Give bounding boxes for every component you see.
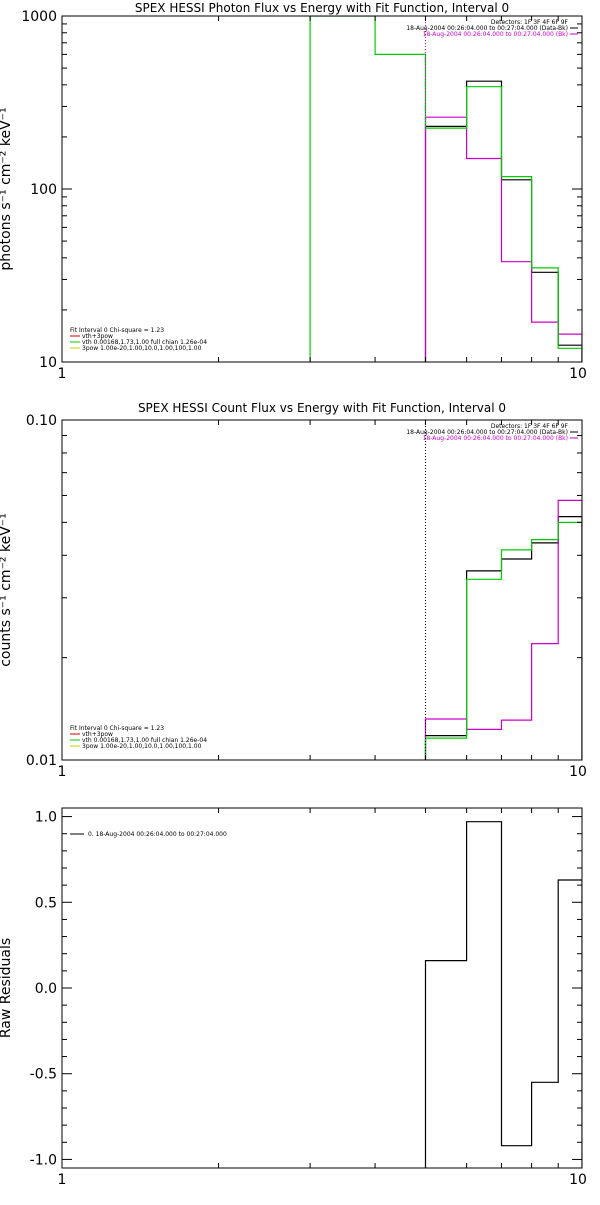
info-line: Detectors: 1F 3F 4F 6F 9F (491, 19, 569, 26)
plot-frame (61, 15, 583, 363)
chart-panel-1: SPEX HESSI Count Flux vs Energy with Fit… (0, 401, 587, 780)
series-1-line (424, 499, 582, 760)
y-tick-label: 0.10 (26, 413, 57, 429)
plot-area (309, 16, 582, 362)
y-axis-label: counts s⁻¹ cm⁻² keV⁻¹ (0, 513, 14, 667)
legend-entry: vth 0.00168,1.73,1.00 full chian 1.26e-0… (82, 339, 207, 346)
y-tick-label: -0.5 (30, 1067, 57, 1083)
legend-title: Fit Interval 0 Chi-square = 1.23 (70, 327, 164, 334)
y-axis-label: Raw Residuals (0, 938, 14, 1038)
info-line: 18-Aug-2004 00:26:04.000 to 00:27:04.000… (406, 25, 568, 32)
info-line: 18-Aug-2004 00:26:04.000 to 00:27:04.000… (423, 31, 568, 38)
x-tick-label: 10 (569, 366, 587, 382)
x-tick-label: 10 (569, 764, 587, 780)
legend-entry: vth 0.00168,1.73,1.00 full chian 1.26e-0… (82, 737, 207, 744)
info-line: 18-Aug-2004 00:26:04.000 to 00:27:04.000… (406, 429, 568, 436)
plot-area (424, 821, 582, 1168)
plot-frame (61, 419, 583, 761)
legend-title: Fit Interval 0 Chi-square = 1.23 (70, 725, 164, 732)
series-0-line (424, 516, 582, 760)
y-tick-label: 1000 (21, 9, 57, 25)
series-0-line (424, 821, 582, 1168)
y-tick-label: 10 (39, 355, 57, 371)
legend-entry: vth+3pow (82, 333, 113, 340)
x-tick-label: 1 (58, 1172, 67, 1188)
series-1-line (424, 116, 582, 362)
x-tick-label: 1 (58, 366, 67, 382)
legend-entry: 3pow 1.00e-20,1.00,10.0,1.00,100,1.00 (82, 345, 202, 352)
legend-entry: 0. 18-Aug-2004 00:26:04.000 to 00:27:04.… (88, 831, 227, 838)
x-tick-label: 10 (569, 1172, 587, 1188)
y-tick-label: 0.01 (26, 753, 57, 769)
series-2-line (309, 16, 582, 362)
y-tick-label: -1.0 (30, 1152, 57, 1168)
legend-entry: 3pow 1.00e-20,1.00,10.0,1.00,100,1.00 (82, 743, 202, 750)
y-tick-label: 0.5 (35, 895, 57, 911)
y-axis-label: photons s⁻¹ cm⁻² keV⁻¹ (0, 107, 14, 270)
info-line: 18-Aug-2004 00:26:04.000 to 00:27:04.000… (423, 435, 568, 442)
y-tick-label: 1.0 (35, 810, 57, 826)
plot-frame (61, 807, 583, 1169)
legend-entry: vth+3pow (82, 731, 113, 738)
series-0-line (424, 80, 582, 362)
chart-title: SPEX HESSI Photon Flux vs Energy with Fi… (135, 1, 509, 15)
y-tick-label: 100 (30, 182, 57, 198)
info-line: Detectors: 1F 3F 4F 6F 9F (491, 423, 569, 430)
chart-panel-2: Raw Residuals 1 10 1.0 0.5 0.0 -0.5 -1.0 0. 18-A… (0, 807, 587, 1188)
chart-title: SPEX HESSI Count Flux vs Energy with Fit… (138, 401, 506, 415)
y-tick-label: 0.0 (35, 981, 57, 997)
series-2-line (424, 521, 582, 760)
x-tick-label: 1 (58, 764, 67, 780)
plot-area (424, 420, 582, 760)
chart-panel-0: SPEX HESSI Photon Flux vs Energy with Fi… (0, 1, 587, 382)
